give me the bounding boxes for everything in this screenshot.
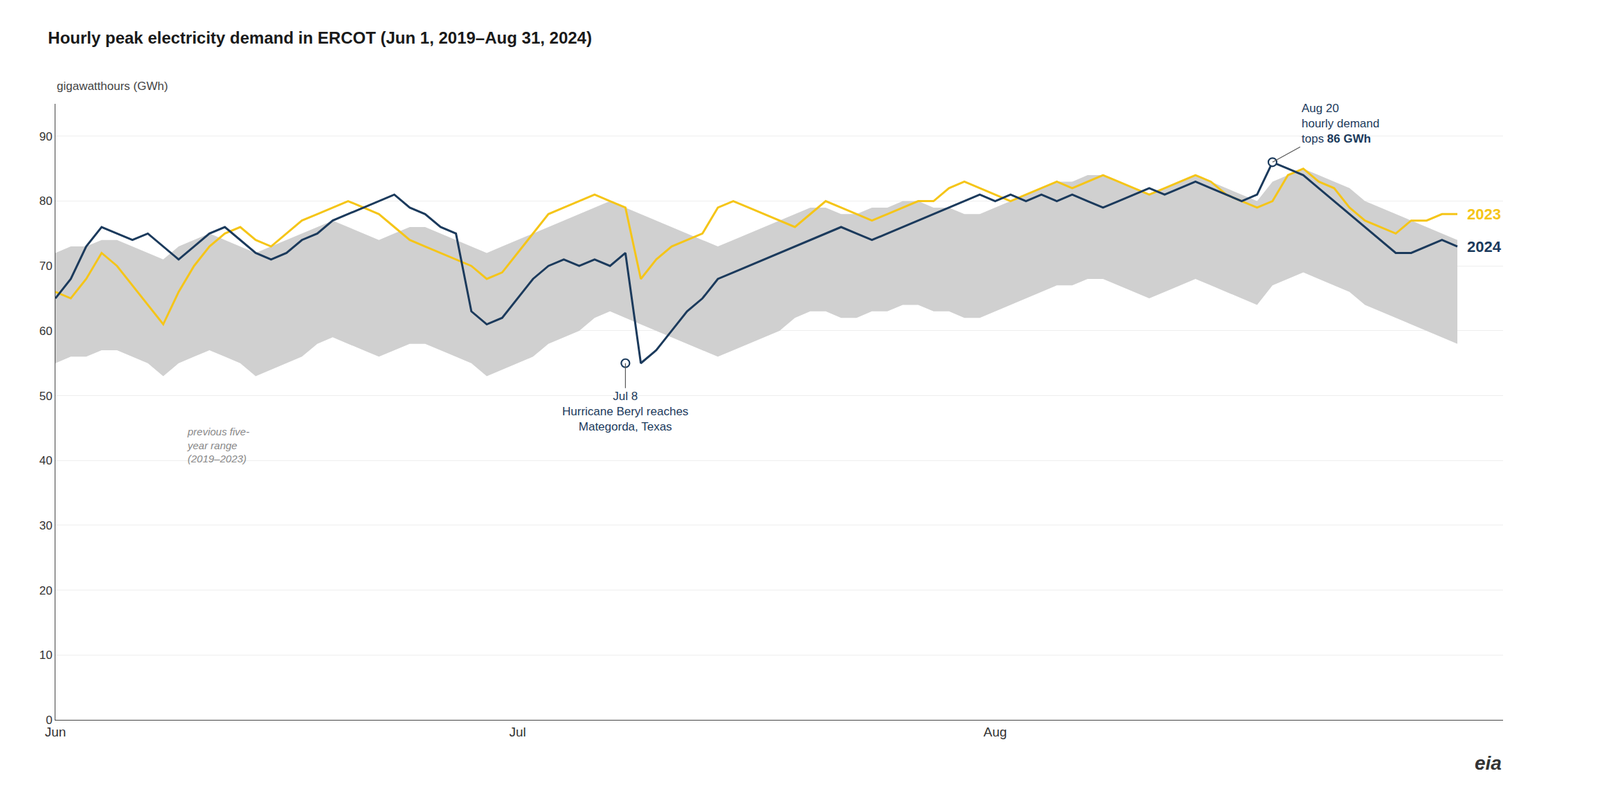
- svg-text:Aug: Aug: [983, 724, 1008, 740]
- svg-text:Hourly peak electricity demand: Hourly peak electricity demand in ERCOT …: [47, 28, 592, 48]
- svg-text:eia: eia: [1474, 752, 1502, 775]
- svg-text:30: 30: [39, 519, 53, 533]
- svg-text:Jul 8Hurricane Beryl reachesMa: Jul 8Hurricane Beryl reachesMategorda, T…: [562, 389, 689, 434]
- svg-text:2024: 2024: [1467, 238, 1502, 256]
- svg-text:previous five-year range(2019–: previous five-year range(2019–2023): [186, 425, 250, 465]
- svg-text:90: 90: [39, 130, 53, 144]
- svg-text:gigawatthours (GWh): gigawatthours (GWh): [56, 79, 169, 93]
- svg-text:40: 40: [39, 454, 53, 468]
- svg-text:20: 20: [39, 584, 53, 598]
- svg-text:10: 10: [39, 648, 53, 662]
- svg-text:Aug 20hourly demandtops 86 GWh: Aug 20hourly demandtops 86 GWh: [1301, 101, 1380, 146]
- svg-text:Jul: Jul: [508, 724, 526, 740]
- svg-text:70: 70: [39, 259, 53, 273]
- svg-text:80: 80: [39, 194, 53, 208]
- svg-text:2023: 2023: [1467, 205, 1501, 223]
- svg-text:0: 0: [45, 713, 52, 727]
- svg-text:60: 60: [39, 324, 53, 338]
- svg-text:50: 50: [39, 389, 53, 403]
- svg-text:Jun: Jun: [45, 724, 67, 740]
